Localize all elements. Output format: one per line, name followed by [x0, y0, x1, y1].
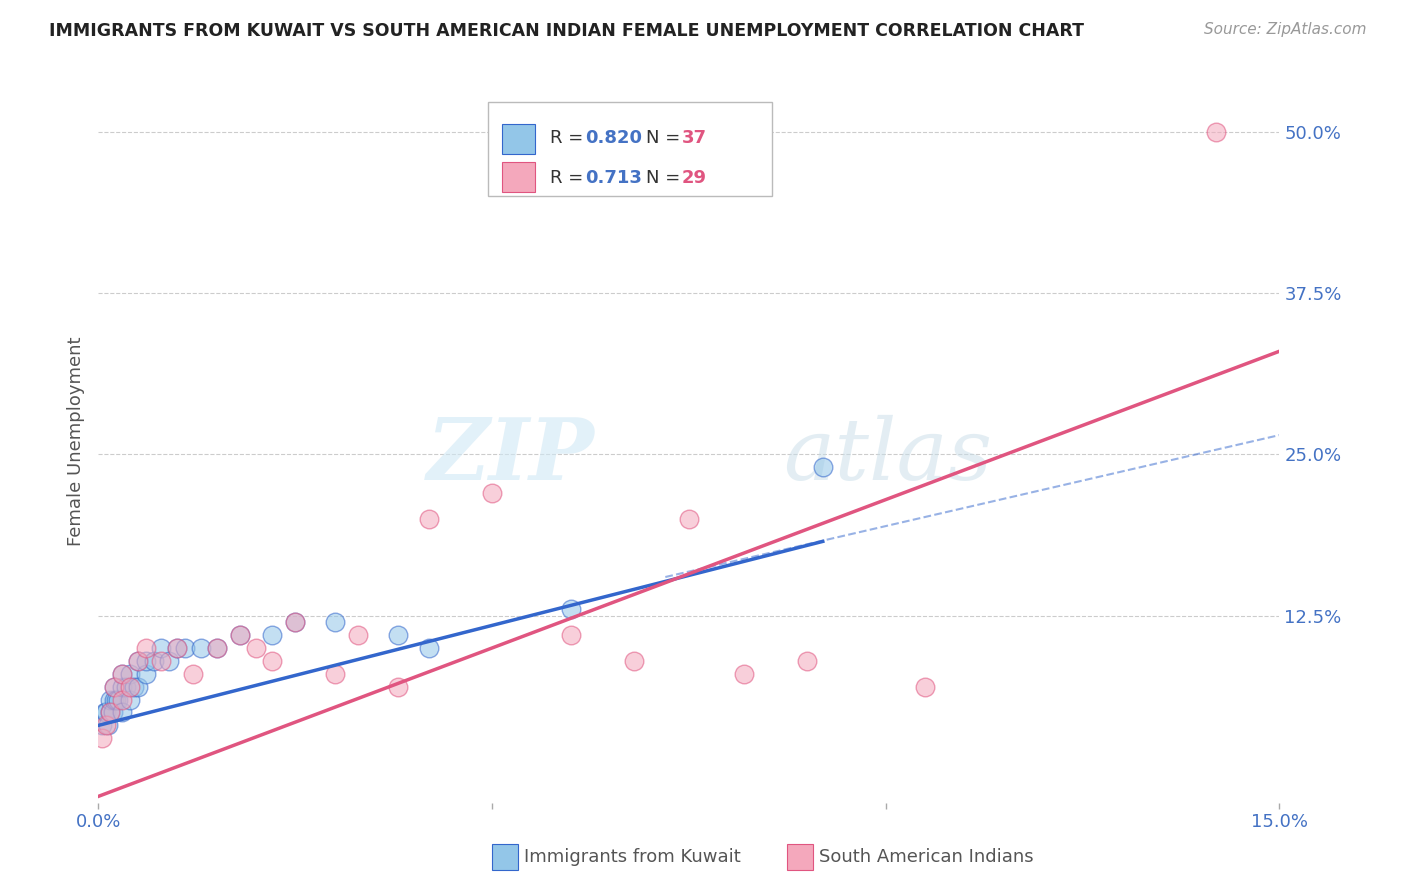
Point — [260, 628, 283, 642]
Point — [98, 706, 121, 720]
Point — [135, 666, 157, 681]
Point — [111, 692, 134, 706]
Point — [347, 628, 370, 642]
Point — [101, 706, 124, 720]
Bar — [502, 162, 536, 193]
Point — [127, 654, 149, 668]
Point — [914, 680, 936, 694]
Point — [127, 654, 149, 668]
Point — [796, 654, 818, 668]
Point — [96, 718, 118, 732]
Point — [733, 666, 755, 681]
Point — [678, 512, 700, 526]
Point — [98, 692, 121, 706]
Text: 29: 29 — [682, 169, 707, 186]
Point — [260, 654, 283, 668]
Point — [111, 666, 134, 681]
Point — [97, 718, 120, 732]
Point — [135, 654, 157, 668]
Point — [229, 628, 252, 642]
Point — [118, 692, 141, 706]
Point — [111, 706, 134, 720]
Point — [323, 615, 346, 630]
Bar — [502, 124, 536, 154]
Point — [560, 628, 582, 642]
Point — [107, 692, 129, 706]
Point — [150, 654, 173, 668]
Point — [93, 706, 115, 720]
Point — [111, 680, 134, 694]
Point — [127, 680, 149, 694]
Point — [245, 640, 267, 655]
Point — [811, 460, 834, 475]
Point — [103, 692, 125, 706]
Point — [103, 680, 125, 694]
Point — [387, 680, 409, 694]
Text: R =: R = — [550, 169, 589, 186]
Point — [205, 640, 228, 655]
Point — [91, 718, 114, 732]
Point — [142, 654, 165, 668]
Point — [118, 666, 141, 681]
Point — [135, 640, 157, 655]
Text: South American Indians: South American Indians — [818, 848, 1033, 866]
Point — [323, 666, 346, 681]
Point — [181, 666, 204, 681]
Text: IMMIGRANTS FROM KUWAIT VS SOUTH AMERICAN INDIAN FEMALE UNEMPLOYMENT CORRELATION : IMMIGRANTS FROM KUWAIT VS SOUTH AMERICAN… — [49, 22, 1084, 40]
Point — [122, 680, 145, 694]
Y-axis label: Female Unemployment: Female Unemployment — [66, 337, 84, 546]
Point — [150, 640, 173, 655]
Point — [205, 640, 228, 655]
Text: 0.713: 0.713 — [585, 169, 643, 186]
FancyBboxPatch shape — [488, 102, 772, 196]
Point — [91, 731, 114, 746]
Point — [111, 666, 134, 681]
Point — [98, 706, 121, 720]
Point — [118, 680, 141, 694]
Point — [284, 615, 307, 630]
Text: N =: N = — [647, 169, 686, 186]
Point — [166, 640, 188, 655]
Point — [96, 706, 118, 720]
Point — [166, 640, 188, 655]
Point — [190, 640, 212, 655]
Bar — [492, 845, 517, 870]
Point — [623, 654, 645, 668]
Point — [284, 615, 307, 630]
Text: ZIP: ZIP — [426, 414, 595, 498]
Point — [229, 628, 252, 642]
Point — [104, 692, 127, 706]
Point — [418, 512, 440, 526]
Point — [115, 680, 138, 694]
Point — [481, 486, 503, 500]
Point — [387, 628, 409, 642]
Point — [1205, 125, 1227, 139]
Text: 0.820: 0.820 — [585, 129, 643, 147]
Text: Source: ZipAtlas.com: Source: ZipAtlas.com — [1204, 22, 1367, 37]
Point — [174, 640, 197, 655]
Point — [560, 602, 582, 616]
Point — [418, 640, 440, 655]
Text: 37: 37 — [682, 129, 707, 147]
Text: atlas: atlas — [783, 415, 993, 498]
Text: N =: N = — [647, 129, 686, 147]
Text: R =: R = — [550, 129, 589, 147]
Text: Immigrants from Kuwait: Immigrants from Kuwait — [523, 848, 741, 866]
Point — [103, 680, 125, 694]
Point — [157, 654, 180, 668]
Bar — [787, 845, 813, 870]
